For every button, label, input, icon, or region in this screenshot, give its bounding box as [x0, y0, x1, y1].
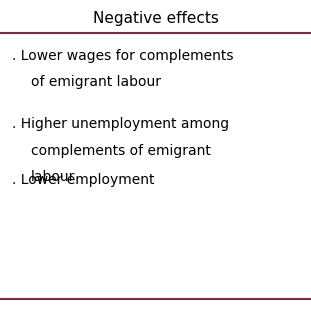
- Text: . Lower wages for complements: . Lower wages for complements: [12, 49, 234, 63]
- Text: of emigrant labour: of emigrant labour: [31, 75, 161, 90]
- Text: . Higher unemployment among: . Higher unemployment among: [12, 117, 230, 132]
- Text: complements of emigrant: complements of emigrant: [31, 144, 211, 158]
- Text: Negative effects: Negative effects: [93, 11, 218, 26]
- Text: labour: labour: [31, 170, 76, 184]
- Text: . Lower employment: . Lower employment: [12, 173, 155, 188]
